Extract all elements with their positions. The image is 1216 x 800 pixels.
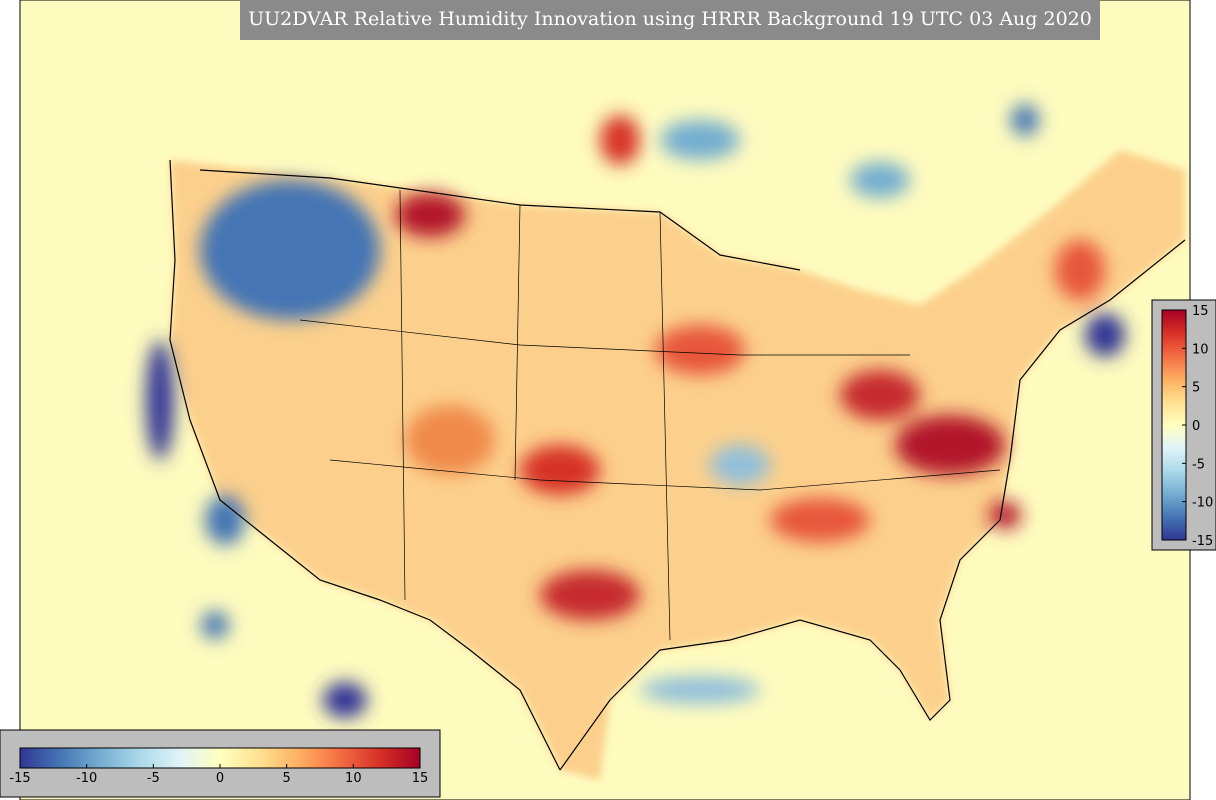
state-line [299,319,910,356]
anomaly-blobs [146,104,1125,718]
map-field [20,0,1190,800]
colorbar-tick-label: -10 [1192,496,1213,511]
colorbar-tick-label: -5 [1192,457,1205,472]
land-field [170,150,1185,780]
boundaries [169,159,1186,771]
title-box [240,0,1100,40]
west-coastline [169,159,561,771]
colorbar-tick-label: 5 [283,771,291,786]
colorbar-tick-label: 0 [216,771,224,786]
state-line [399,189,671,641]
state-line [329,459,1001,491]
colorbar-tick-label: 15 [412,771,429,786]
colorbar-tick-label: 15 [1192,304,1209,319]
colorbar-tick-label: 5 [1192,381,1200,396]
colorbar-tick-label: 0 [1192,419,1200,434]
colorbar-tick-label: -10 [76,771,97,786]
gulf-east-coastline [559,239,1186,771]
northern-border [199,169,801,271]
colorbar-tick-label: -15 [1192,534,1213,549]
colorbar-tick-label: -5 [147,771,160,786]
colorbar-tick-label: 10 [345,771,362,786]
colorbar-tick-label: 10 [1192,342,1209,357]
colorbar-tick-label: -15 [9,771,30,786]
map-title: UU2DVAR Relative Humidity Innovation usi… [248,8,1092,30]
